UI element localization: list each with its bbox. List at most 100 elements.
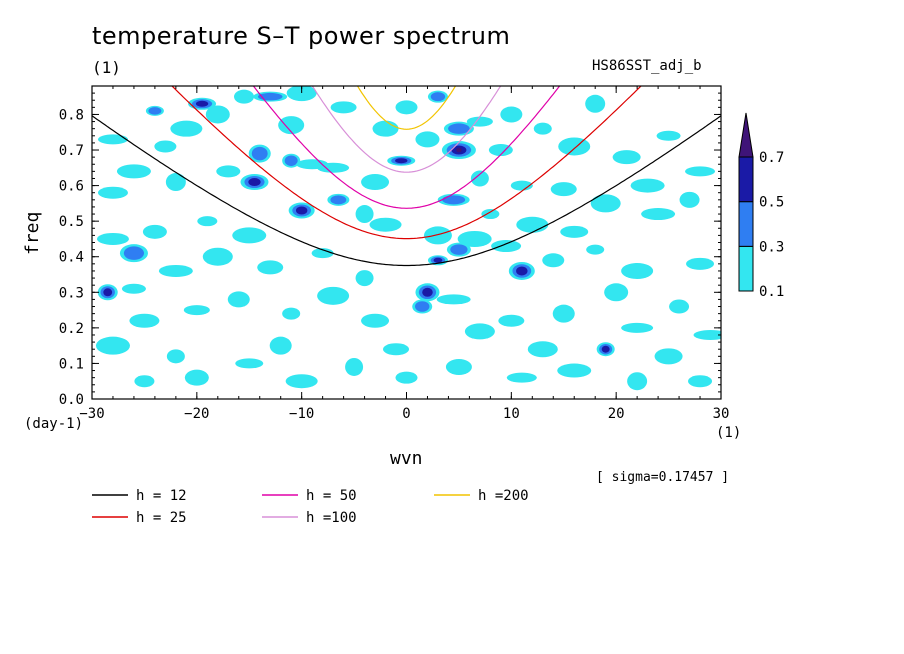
colorbar-extend-arrow [738, 112, 754, 158]
contour-patch [234, 89, 255, 104]
contour-patch-level-2 [395, 158, 408, 164]
dispersion-curve [311, 86, 502, 173]
contour-patch [97, 186, 128, 199]
contour-patch-level-1 [448, 123, 470, 134]
contour-patch [481, 209, 500, 220]
contour-patch-level-2 [601, 345, 610, 353]
contour-patch [116, 164, 151, 179]
contour-patch [457, 230, 492, 247]
contour-patch [361, 313, 390, 328]
contour-patch [257, 260, 284, 275]
contour-patch [498, 314, 525, 327]
contour-patch-level-1 [415, 301, 430, 312]
y-tick-label: 0.5 [59, 214, 84, 230]
contour-patch [488, 144, 513, 157]
contour-patch [269, 336, 292, 355]
contour-patch-level-3 [456, 147, 462, 153]
chart-title: temperature S–T power spectrum [92, 22, 511, 50]
contour-patch [558, 137, 591, 156]
contour-patch [693, 329, 721, 340]
contour-patch [202, 247, 233, 266]
sigma-label: [ sigma=0.17457 ] [596, 470, 730, 485]
contour-patch [586, 244, 605, 255]
contour-patch-level-1 [450, 244, 468, 255]
contour-patch [197, 216, 218, 227]
y-axis-unit: (day-1) [24, 416, 84, 432]
dispersion-curve [92, 115, 721, 267]
contour-patch [395, 371, 418, 384]
contour-patch [129, 313, 160, 328]
x-axis-unit: (1) [716, 425, 742, 441]
x-tick-label: −20 [184, 406, 209, 422]
contour-patch [491, 240, 522, 253]
contour-patch [464, 323, 495, 340]
dispersion-curve [356, 86, 457, 130]
contour-patch [345, 357, 364, 376]
contour-patch [516, 216, 549, 233]
contour-patch [654, 348, 683, 365]
contour-patch-level-1 [257, 92, 283, 101]
contour-patch [510, 180, 533, 191]
contour-patch-level-1 [430, 92, 446, 102]
x-tick-label: 0 [402, 406, 410, 422]
contour-patch [183, 305, 210, 316]
contour-patch [415, 131, 440, 148]
contour-patch [527, 341, 558, 358]
contour-patch-level-1 [284, 155, 298, 166]
contour-patch [552, 304, 575, 323]
contour-patch [317, 162, 350, 173]
contour-patch [121, 283, 146, 294]
legend-label: h = 25 [136, 510, 187, 526]
colorbar-label: 0.3 [759, 239, 784, 255]
contour-patch [134, 375, 155, 388]
contour-patch [166, 349, 185, 364]
contour-patch [436, 294, 471, 305]
contour-patch [506, 372, 537, 383]
contour-patch-level-1 [251, 146, 268, 161]
contour-patch [685, 166, 716, 177]
contour-patch [227, 291, 250, 308]
contour-patch [355, 270, 374, 287]
contour-patch [95, 336, 130, 355]
y-tick-label: 0.1 [59, 356, 84, 372]
plot-unit-label: (1) [92, 58, 121, 77]
contour-patch [585, 94, 606, 113]
contour-patch-level-2 [516, 266, 528, 276]
contour-patch [550, 182, 577, 197]
colorbar-segment [738, 156, 754, 203]
x-tick-label: 10 [503, 406, 520, 422]
contour-patch [686, 257, 715, 270]
contour-patch [235, 358, 264, 369]
contour-patch [278, 116, 305, 135]
contour-patch [96, 232, 129, 245]
y-tick-label: 0.0 [59, 392, 84, 408]
y-tick-label: 0.7 [59, 143, 84, 159]
contour-patch-level-1 [123, 246, 145, 260]
y-tick-label: 0.2 [59, 321, 84, 337]
colorbar-segment [738, 245, 754, 292]
colorbar-label: 0.1 [759, 284, 784, 300]
x-tick-label: −10 [289, 406, 314, 422]
contour-patch [500, 106, 523, 123]
legend-label: h =200 [478, 488, 529, 504]
legend-label: h = 50 [306, 488, 357, 504]
contour-patch [205, 105, 230, 124]
contour-patch [542, 253, 565, 268]
contour-patch [641, 208, 676, 221]
contour-patch [232, 227, 267, 244]
contour-patch [679, 191, 700, 208]
contour-patch-level-2 [248, 178, 261, 187]
contour-patch [445, 358, 472, 375]
colorbar-label: 0.5 [759, 195, 784, 211]
y-tick-label: 0.8 [59, 107, 84, 123]
contour-patch-level-2 [195, 100, 209, 107]
contour-patch [590, 194, 621, 213]
contour-patch [317, 286, 350, 305]
contour-patch [282, 307, 301, 320]
colorbar-segment [738, 201, 754, 247]
legend-label: h =100 [306, 510, 357, 526]
contour-patch-level-2 [103, 288, 113, 297]
y-tick-label: 0.3 [59, 285, 84, 301]
y-tick-label: 0.4 [59, 250, 84, 266]
contour-patch-level-1 [148, 107, 162, 115]
